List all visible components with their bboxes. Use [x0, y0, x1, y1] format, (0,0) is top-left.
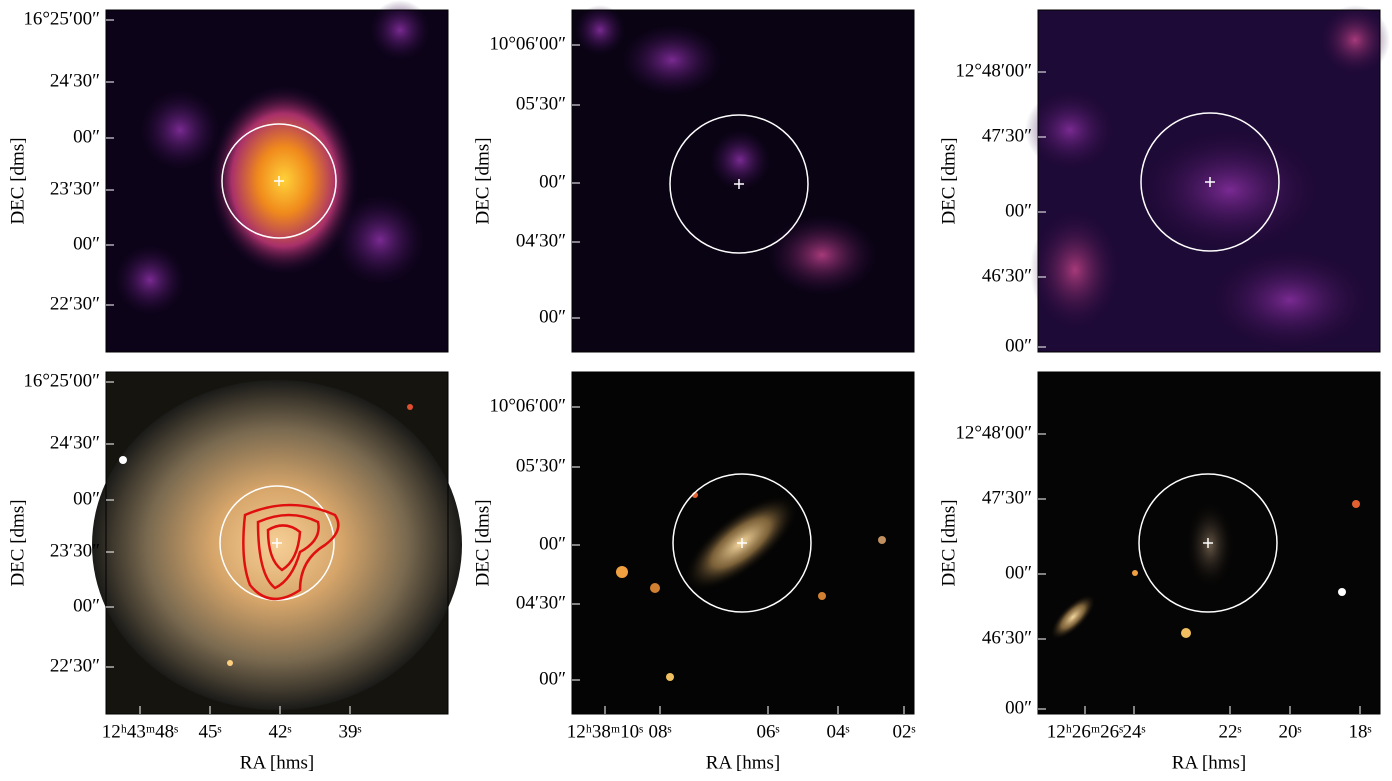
- y-tick-label: 00″: [539, 668, 566, 689]
- y-tick-label: 00″: [1005, 562, 1032, 583]
- y-tick-label: 22′30″: [50, 655, 100, 676]
- y-tick-label: 24′30″: [50, 432, 100, 453]
- y-tick-label: 16°25′00″: [23, 8, 100, 29]
- x-tick-label: 12ʰ26ᵐ26ˢ: [1047, 721, 1123, 742]
- y-tick-label: 00″: [73, 488, 100, 509]
- x-tick-label: 20ˢ: [1278, 721, 1301, 742]
- y-axis-label: DEC [dms]: [472, 137, 493, 224]
- y-tick-label: 47′30″: [982, 125, 1032, 146]
- y-axis-label: DEC [dms]: [938, 137, 959, 224]
- x-axis-label: RA [hms]: [706, 752, 780, 773]
- x-tick-label: 12ʰ38ᵐ10ˢ: [567, 721, 643, 742]
- y-tick-label: 00″: [539, 171, 566, 192]
- y-axis-label: DEC [dms]: [7, 137, 28, 224]
- x-tick-label: 08ˢ: [648, 721, 671, 742]
- y-tick-label: 00″: [73, 595, 100, 616]
- y-tick-label: 10°06′00″: [489, 395, 566, 416]
- y-tick-label: 16°25′00″: [23, 370, 100, 391]
- y-tick-label: 23′30″: [50, 178, 100, 199]
- y-tick-label: 00″: [539, 533, 566, 554]
- y-tick-label: 12°48′00″: [955, 422, 1032, 443]
- figure: 16°25′00″ 24′30″ 00″ 23′30″ 00″ 22′30″ DEC [dm…: [0, 0, 1392, 776]
- x-tick-label: 04ˢ: [826, 721, 849, 742]
- y-tick-label: 00″: [1005, 335, 1032, 356]
- y-tick-label: 12°48′00″: [955, 60, 1032, 81]
- y-tick-label: 47′30″: [982, 487, 1032, 508]
- y-axis-label: DEC [dms]: [7, 499, 28, 586]
- x-tick-label: 12ʰ43ᵐ48ˢ: [102, 721, 178, 742]
- x-tick-label: 42ˢ: [268, 721, 291, 742]
- y-axis-label: DEC [dms]: [472, 499, 493, 586]
- y-tick-label: 05′30″: [516, 455, 566, 476]
- y-tick-label: 00″: [1005, 200, 1032, 221]
- x-tick-label: 18ˢ: [1348, 721, 1371, 742]
- y-tick-label: 04′30″: [516, 230, 566, 251]
- x-axis-label: RA [hms]: [240, 752, 314, 773]
- y-tick-label: 05′30″: [516, 93, 566, 114]
- y-tick-label: 23′30″: [50, 540, 100, 561]
- y-tick-label: 46′30″: [982, 265, 1032, 286]
- y-tick-label: 00″: [539, 306, 566, 327]
- y-tick-label: 24′30″: [50, 70, 100, 91]
- x-tick-label: 06ˢ: [756, 721, 779, 742]
- x-tick-label: 39ˢ: [338, 721, 361, 742]
- y-tick-label: 00″: [1005, 697, 1032, 718]
- y-axis-label: DEC [dms]: [938, 499, 959, 586]
- x-tick-label: 22ˢ: [1218, 721, 1241, 742]
- x-tick-label: 24ˢ: [1122, 721, 1145, 742]
- y-tick-label: 04′30″: [516, 592, 566, 613]
- x-tick-label: 45ˢ: [198, 721, 221, 742]
- images: [92, 0, 1390, 714]
- y-tick-label: 22′30″: [50, 293, 100, 314]
- y-tick-label: 46′30″: [982, 627, 1032, 648]
- y-tick-label: 10°06′00″: [489, 33, 566, 54]
- x-tick-label: 02ˢ: [892, 721, 915, 742]
- y-tick-label: 00″: [73, 233, 100, 254]
- y-tick-label: 00″: [73, 126, 100, 147]
- x-axis-label: RA [hms]: [1172, 752, 1246, 773]
